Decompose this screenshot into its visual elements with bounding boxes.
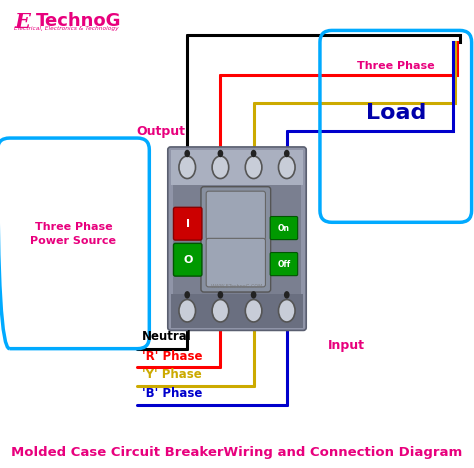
Ellipse shape bbox=[251, 291, 256, 299]
Text: TechnoG: TechnoG bbox=[36, 12, 121, 29]
Ellipse shape bbox=[246, 156, 262, 178]
Text: WWW.ETechnoG.COM: WWW.ETechnoG.COM bbox=[211, 284, 263, 289]
Ellipse shape bbox=[218, 291, 223, 299]
Bar bbox=[171, 294, 303, 328]
Text: Off: Off bbox=[277, 260, 291, 269]
Text: 'B' Phase: 'B' Phase bbox=[142, 387, 202, 400]
Text: Neutral: Neutral bbox=[142, 330, 192, 343]
Text: Input: Input bbox=[328, 339, 365, 352]
FancyBboxPatch shape bbox=[206, 238, 265, 287]
Text: 'Y' Phase: 'Y' Phase bbox=[142, 368, 202, 381]
Ellipse shape bbox=[284, 291, 290, 299]
FancyBboxPatch shape bbox=[173, 207, 202, 240]
Text: Molded Case Circuit BreakerWiring and Connection Diagram: Molded Case Circuit BreakerWiring and Co… bbox=[11, 446, 463, 459]
Text: Three Phase
Power Source: Three Phase Power Source bbox=[30, 222, 117, 246]
Ellipse shape bbox=[179, 300, 195, 322]
Ellipse shape bbox=[246, 300, 262, 322]
FancyBboxPatch shape bbox=[206, 191, 265, 240]
FancyBboxPatch shape bbox=[270, 217, 298, 240]
Ellipse shape bbox=[218, 150, 223, 157]
Ellipse shape bbox=[212, 300, 228, 322]
Ellipse shape bbox=[212, 156, 228, 178]
Ellipse shape bbox=[278, 300, 295, 322]
Ellipse shape bbox=[184, 291, 190, 299]
Ellipse shape bbox=[284, 150, 290, 157]
Ellipse shape bbox=[251, 150, 256, 157]
FancyBboxPatch shape bbox=[173, 243, 202, 276]
FancyBboxPatch shape bbox=[168, 147, 306, 330]
Text: Load: Load bbox=[365, 103, 426, 123]
FancyBboxPatch shape bbox=[201, 187, 271, 292]
Text: O: O bbox=[183, 255, 192, 265]
Text: I: I bbox=[186, 219, 190, 229]
Ellipse shape bbox=[184, 150, 190, 157]
Text: E: E bbox=[14, 12, 30, 32]
Text: Electrical, Electronics & Technology: Electrical, Electronics & Technology bbox=[14, 26, 119, 31]
Text: Output: Output bbox=[137, 125, 186, 138]
Text: 'R' Phase: 'R' Phase bbox=[142, 350, 203, 363]
Text: Three Phase: Three Phase bbox=[357, 61, 435, 71]
Ellipse shape bbox=[179, 156, 195, 178]
Ellipse shape bbox=[278, 156, 295, 178]
Text: On: On bbox=[278, 224, 290, 233]
FancyBboxPatch shape bbox=[270, 253, 298, 276]
Bar bbox=[173, 185, 301, 294]
Bar bbox=[171, 150, 303, 185]
